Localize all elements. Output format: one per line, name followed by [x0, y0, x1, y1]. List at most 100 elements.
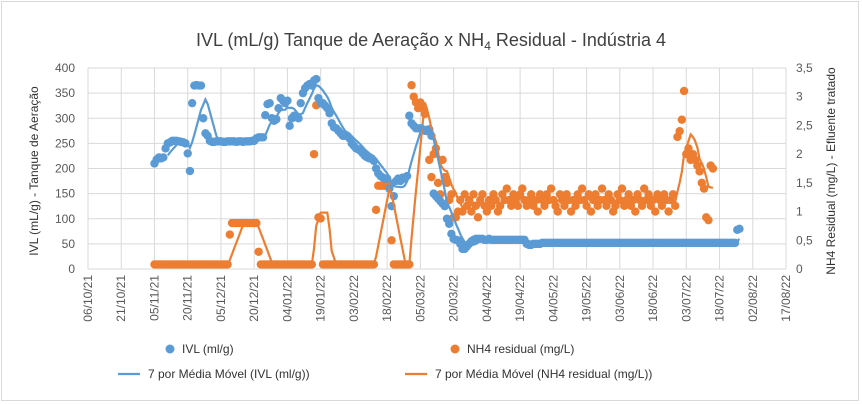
ivl-point — [183, 149, 192, 158]
x-axis-ticks: 06/10/21 21/10/21 05/11/21 20/11/21 05/12/21… — [81, 275, 793, 322]
y-right-tick-label: 1,5 — [796, 176, 813, 190]
nh4-point — [433, 178, 443, 188]
y-axis-left-title: IVL (mL/g) - Tanque de Aeração — [27, 86, 41, 256]
x-tick-label: 04/01/22 — [280, 275, 294, 322]
nh4-point — [526, 190, 536, 199]
ivl-point — [735, 224, 744, 233]
nh4-point — [254, 247, 263, 256]
x-tick-label: 03/06/22 — [613, 275, 627, 322]
y-axis-left-ticks: 0 50 100 150 200 250 300 350 400 — [55, 61, 75, 276]
y-left-tick-label: 100 — [55, 212, 75, 226]
nh4-point — [225, 230, 235, 239]
y-left-tick-label: 350 — [55, 86, 75, 100]
ivl-moving-average-line — [166, 83, 741, 246]
chart-title-main: IVL (mL/g) Tanque de Aeração x NH — [196, 30, 484, 50]
nh4-point — [671, 201, 680, 211]
nh4-moving-average-line — [167, 102, 714, 266]
nh4-point — [533, 207, 543, 216]
x-tick-label: 05/12/21 — [214, 275, 228, 322]
y-left-tick-label: 50 — [62, 237, 76, 251]
x-tick-label: 03/07/22 — [679, 275, 693, 322]
ivl-point — [272, 115, 281, 124]
legend: IVL (ml/g) NH4 residual (mg/L) 7 por Méd… — [118, 342, 652, 381]
nh4-point — [458, 207, 467, 216]
nh4-point — [586, 207, 596, 216]
nh4-point — [708, 164, 718, 173]
y-right-tick-label: 3,5 — [796, 61, 813, 75]
nh4-point — [371, 205, 381, 215]
ivl-point — [296, 98, 305, 108]
nh4-point — [637, 201, 647, 211]
ivl-point — [187, 98, 197, 108]
nh4-point — [540, 201, 549, 211]
ivl-point — [199, 114, 208, 123]
x-tick-label: 18/02/22 — [380, 275, 394, 322]
x-tick-label: 06/10/21 — [81, 275, 95, 322]
y-axis-right-title: NH4 Residual (mg/L) - Efluente tratado — [824, 67, 838, 275]
ivl-point — [196, 81, 206, 90]
nh4-point — [591, 190, 600, 199]
ivl-point — [261, 111, 270, 120]
legend-nh4-ma-label: 7 por Média Móvel (NH4 residual (mg/L)) — [435, 367, 652, 381]
nh4-point — [502, 184, 511, 193]
legend-nh4-points-label: NH4 residual (mg/L) — [467, 342, 574, 356]
ivl-point — [405, 111, 414, 120]
ivl-point — [285, 121, 294, 130]
nh4-point — [518, 184, 527, 193]
y-left-tick-label: 150 — [55, 187, 75, 201]
nh4-point — [695, 167, 704, 176]
nh4-point — [699, 184, 709, 193]
nh4-point — [631, 207, 640, 216]
y-left-tick-label: 0 — [68, 262, 75, 276]
nh4-point — [704, 215, 713, 225]
x-tick-label: 21/10/21 — [114, 275, 128, 322]
nh4-point — [482, 207, 492, 216]
y-axis-right-ticks: 0 0,5 1 1,5 2 2,5 3 3,5 — [796, 61, 813, 276]
x-tick-label: 03/02/22 — [347, 275, 361, 322]
nh4-point — [473, 213, 483, 222]
nh4-point — [571, 201, 580, 211]
nh4-point — [407, 81, 416, 90]
nh4-point — [617, 184, 627, 193]
y-right-tick-label: 1 — [796, 205, 803, 219]
nh4-point — [668, 190, 678, 199]
x-tick-label: 18/06/22 — [646, 275, 660, 322]
y-right-tick-label: 0 — [796, 262, 803, 276]
nh4-point — [546, 184, 556, 193]
x-tick-label: 05/03/22 — [413, 275, 427, 322]
nh4-point — [425, 155, 434, 165]
nh4-point — [677, 115, 687, 124]
y-right-tick-label: 2,5 — [796, 118, 813, 132]
ivl-point — [265, 98, 274, 108]
nh4-point — [611, 201, 620, 211]
ivl-point — [294, 114, 303, 123]
ivl-point — [312, 74, 321, 84]
nh4-point — [427, 172, 436, 182]
nh4-point — [309, 149, 319, 159]
chart-title-subscript: 4 — [484, 39, 491, 53]
nh4-point — [651, 207, 660, 216]
nh4-point — [577, 184, 587, 193]
nh4-point — [584, 190, 593, 199]
nh4-point — [664, 207, 673, 216]
nh4-point — [602, 201, 611, 211]
x-tick-label: 18/07/22 — [713, 275, 727, 322]
nh4-point — [582, 201, 591, 211]
x-tick-label: 04/05/22 — [546, 275, 560, 322]
x-tick-label: 19/05/22 — [580, 275, 594, 322]
nh4-point — [639, 184, 649, 193]
x-tick-label: 20/03/22 — [447, 275, 461, 322]
nh4-point — [560, 201, 569, 211]
x-tick-label: 05/11/21 — [147, 275, 161, 321]
chart-title: IVL (mL/g) Tanque de Aeração x NH4 Resid… — [196, 30, 666, 53]
ivl-point — [283, 96, 292, 105]
legend-ivl-points-marker — [165, 344, 175, 354]
legend-nh4-points-marker — [450, 344, 460, 354]
chart-title-tail: Residual - Indústria 4 — [491, 30, 666, 50]
y-left-tick-label: 400 — [55, 61, 75, 75]
ivl-point — [325, 109, 334, 118]
nh4-point — [644, 190, 653, 199]
y-left-tick-label: 200 — [55, 162, 75, 176]
x-tick-label: 20/12/21 — [247, 275, 261, 322]
